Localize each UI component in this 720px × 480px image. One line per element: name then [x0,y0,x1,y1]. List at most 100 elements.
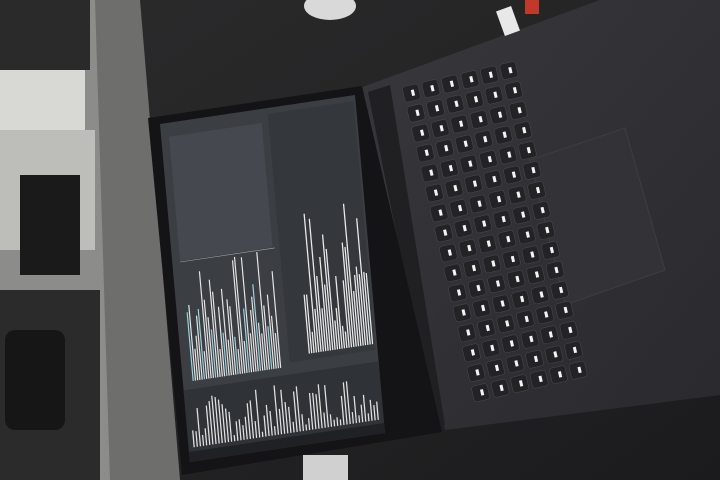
key-glyph [438,209,443,216]
key-glyph [531,166,536,174]
bar [305,424,308,431]
key [426,99,445,118]
bar [265,404,270,437]
bar [342,382,348,425]
bar [334,320,339,350]
bar [221,404,227,443]
bar [233,256,246,374]
key-glyph [517,106,522,114]
bar [235,421,239,441]
mouse [304,0,356,20]
bar [204,428,208,446]
hinge [368,85,445,428]
key-glyph [491,260,496,267]
key [488,190,507,209]
bar [311,331,315,353]
bar [254,389,261,438]
key [480,65,499,85]
key [491,294,511,314]
key-glyph [479,389,485,396]
key-glyph [492,175,497,183]
key-glyph [485,324,490,332]
bar [186,312,194,381]
sticker [496,6,520,36]
bar [254,420,258,439]
key-glyph [466,329,471,336]
bar [210,329,217,378]
bar [325,248,336,350]
key-glyph [467,244,472,252]
bar [342,203,357,347]
key [518,141,537,160]
key [444,179,464,198]
key [434,223,454,243]
bar [203,299,212,379]
bar [249,400,255,439]
bar [227,339,232,376]
key-glyph [488,71,494,79]
bar [266,294,275,369]
key-glyph [462,224,467,232]
bar [233,435,236,442]
bar [358,274,367,346]
bar [295,386,301,432]
key [487,274,506,294]
bar [274,332,280,369]
bar [237,348,241,374]
key [421,79,441,98]
key [429,203,449,223]
key [504,81,523,100]
key [541,241,560,260]
power-strip [303,455,348,480]
panel [169,122,273,262]
key-glyph [476,284,481,292]
key-glyph [540,206,545,214]
key-glyph [482,220,487,227]
bar [195,315,203,380]
bar [226,299,235,375]
bar [228,411,233,442]
key-glyph [505,320,510,327]
key-glyph [456,289,462,296]
key-glyph [524,315,529,323]
bar [229,306,237,375]
key-glyph [478,115,483,123]
key-glyph [473,95,479,103]
bar [263,305,271,370]
wall [0,70,85,130]
key-glyph [490,344,495,352]
key-glyph [459,120,464,127]
key-glyph [539,291,544,298]
bar [365,272,374,345]
key [445,94,465,114]
key-glyph [558,286,564,294]
key-glyph [439,124,444,132]
key-glyph [548,331,553,338]
bar [284,401,289,434]
bar [257,322,264,371]
bar [292,391,298,433]
key-glyph [529,335,534,343]
bar [222,332,228,376]
bar [355,266,364,346]
key [517,225,536,245]
key-glyph [514,360,519,367]
taskbar [189,423,385,462]
key-glyph [500,300,505,307]
shelf-shadow [0,0,90,70]
key [471,383,490,402]
key-glyph [457,204,463,212]
bar [292,421,295,433]
bar [358,415,361,423]
key [490,378,510,398]
key-glyph [533,355,539,363]
bar [303,213,318,353]
bar [249,309,257,372]
key [521,245,541,265]
key-glyph [577,366,582,374]
key [530,285,550,305]
key-glyph [494,364,500,372]
bar [261,431,264,438]
key-glyph [444,144,449,152]
